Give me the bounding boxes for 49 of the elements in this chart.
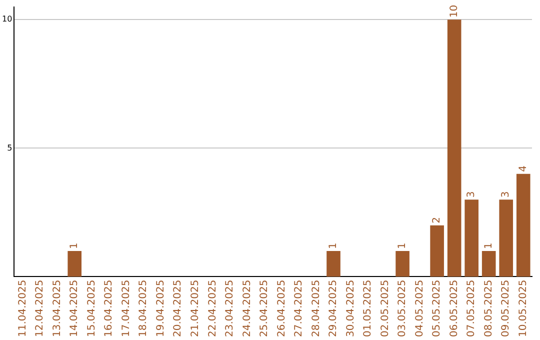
x-tick-label: 27.04.2025 <box>294 280 305 338</box>
bar <box>68 251 82 277</box>
x-tick-label: 28.04.2025 <box>310 280 322 338</box>
data-label: 1 <box>483 242 494 250</box>
x-tick-label: 29.04.2025 <box>328 280 340 338</box>
x-tick-label: 19.04.2025 <box>155 280 166 338</box>
x-tick-label: 12.04.2025 <box>34 280 46 338</box>
data-label: 1 <box>328 242 340 250</box>
x-tick-label: 05.05.2025 <box>432 280 443 338</box>
x-tick-label: 17.04.2025 <box>120 280 132 338</box>
data-label: 4 <box>518 166 529 172</box>
bar <box>326 251 340 277</box>
data-label: 3 <box>500 191 512 198</box>
x-tick-label: 25.04.2025 <box>259 280 270 338</box>
x-tick-label: 02.05.2025 <box>380 280 391 338</box>
x-tick-label: 13.04.2025 <box>52 280 63 338</box>
x-tick-label: 11.04.2025 <box>17 280 28 338</box>
x-tick-label: 26.04.2025 <box>276 280 288 338</box>
x-tick-label: 16.04.2025 <box>104 280 115 338</box>
x-tick-label: 04.05.2025 <box>414 280 426 338</box>
x-tick-label: 08.05.2025 <box>483 280 494 338</box>
y-tick-label: 5 <box>7 143 12 152</box>
bar <box>499 200 514 277</box>
x-tick-label: 10.05.2025 <box>518 280 529 338</box>
bar <box>464 200 478 277</box>
x-tick-label: 18.04.2025 <box>138 280 150 338</box>
data-label: 3 <box>466 191 478 198</box>
bar <box>396 251 410 277</box>
x-tick-label: 22.04.2025 <box>207 280 218 338</box>
x-tick-label: 14.04.2025 <box>69 280 80 338</box>
bar <box>447 20 462 277</box>
x-tick-label: 21.04.2025 <box>190 280 202 338</box>
x-tick-label: 07.05.2025 <box>466 280 478 338</box>
data-label: 2 <box>432 216 443 224</box>
bar <box>516 174 530 277</box>
data-label: 1 <box>397 242 408 250</box>
x-tick-label: 15.04.2025 <box>86 280 98 338</box>
x-tick-label: 24.04.2025 <box>242 280 253 338</box>
x-tick-label: 23.04.2025 <box>224 280 236 338</box>
bar <box>430 225 444 277</box>
data-label: 10 <box>448 4 460 18</box>
bar <box>482 251 496 277</box>
x-tick-label: 30.04.2025 <box>345 280 356 338</box>
x-tick-label: 20.04.2025 <box>172 280 184 338</box>
x-tick-label: 06.05.2025 <box>448 280 460 338</box>
x-tick-label: 09.05.2025 <box>500 280 512 338</box>
x-tick-label: 01.05.2025 <box>362 280 374 338</box>
data-label: 1 <box>69 242 80 250</box>
x-tick-label: 03.05.2025 <box>397 280 408 338</box>
